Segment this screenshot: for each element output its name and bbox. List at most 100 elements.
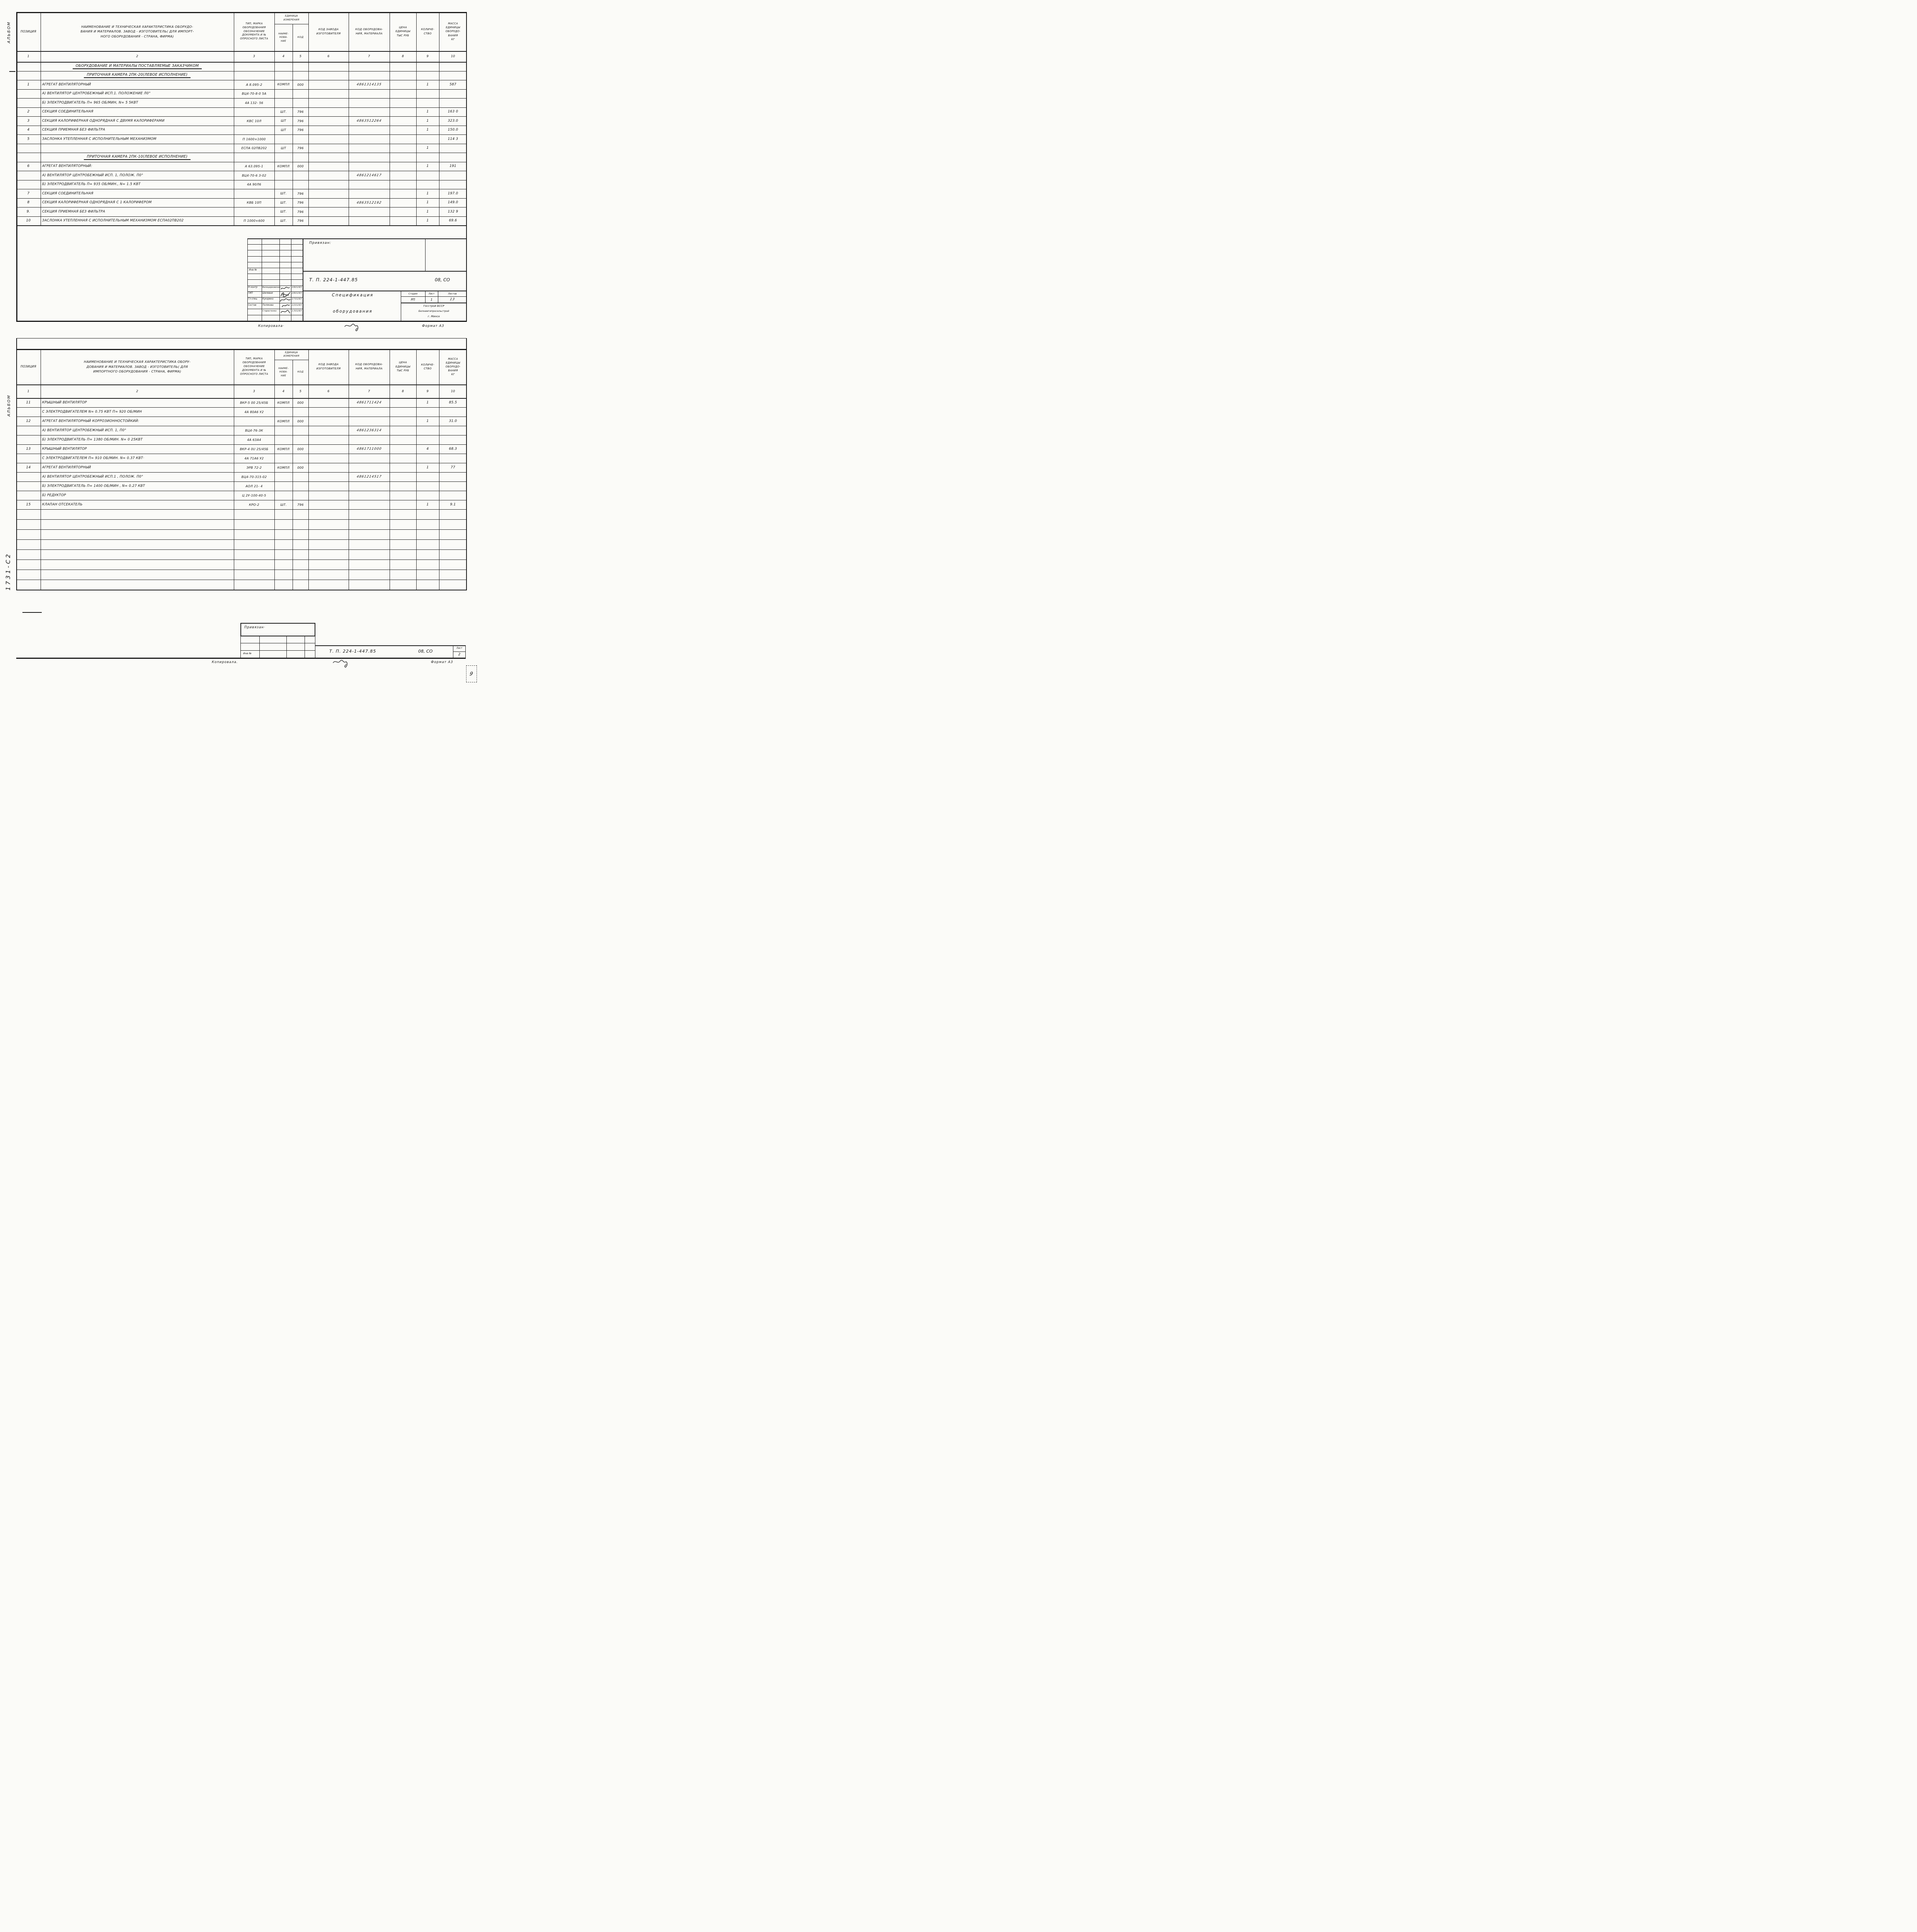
cell-name: Заслонка утепленная с исполнительным мех… bbox=[42, 137, 157, 141]
cell-unit-name: шт. bbox=[280, 110, 287, 114]
cell-equip-code: 4861711000 bbox=[356, 447, 382, 451]
margin-tick bbox=[9, 71, 15, 72]
cell-unit-code: 000 bbox=[297, 82, 304, 87]
cell-unit-code: 796 bbox=[297, 209, 304, 214]
grid-line bbox=[16, 116, 467, 117]
cell-mass: 132 9 bbox=[448, 209, 458, 214]
grid-line bbox=[16, 134, 467, 135]
header-col-name-line: Наименование и техническая характеристик… bbox=[84, 360, 191, 364]
header-col-mass: Масса единицы оборудо-вания кг bbox=[439, 12, 467, 51]
column-number: 1 bbox=[16, 384, 41, 398]
numbers-bottom-line bbox=[16, 398, 467, 399]
sig-date: 280285 bbox=[291, 286, 303, 289]
cell-type-mark: ВЦ4-70-8-0 5А bbox=[242, 92, 267, 96]
column-number: 1 bbox=[16, 51, 41, 62]
cell-mass: 197.0 bbox=[448, 191, 458, 196]
grid-line bbox=[16, 407, 467, 408]
table-row: 12 Агрегат вентиляторный коррозионностойк… bbox=[16, 417, 467, 426]
cell-unit-name: шт. bbox=[280, 192, 287, 196]
header-col-type-line: Тип, марка bbox=[245, 22, 263, 25]
cell-type-mark: АОЛ 21- 4 bbox=[245, 484, 263, 488]
titleblock-grid bbox=[401, 296, 467, 297]
header-col-factory-code: Код завода изготовителя bbox=[308, 12, 349, 51]
cell-unit-name: компл bbox=[277, 466, 290, 469]
header-unit-name-line: ние bbox=[281, 39, 286, 43]
column-number-line: 9 bbox=[426, 54, 429, 58]
scanned-specification-document: { "doc": { "album_label_1": "Альбом", "a… bbox=[0, 0, 479, 685]
cell-unit-code: 796 bbox=[297, 219, 304, 223]
cell-type-mark: ВЦ4-70-6 3-02 bbox=[242, 173, 267, 177]
cell-name: Секция приемная без фильтра bbox=[42, 209, 106, 214]
signature bbox=[280, 298, 291, 302]
titleblock-line bbox=[303, 271, 467, 272]
column-number: 2 bbox=[41, 51, 234, 62]
frame-bottom bbox=[16, 658, 466, 659]
column-number: 5 bbox=[293, 384, 308, 398]
cell-mass: 85.5 bbox=[449, 401, 457, 405]
header-unit-name: Наиме-нова-ние bbox=[274, 24, 293, 51]
column-number-line: 1 bbox=[27, 389, 30, 393]
sig-role: ГИП bbox=[248, 292, 253, 294]
column-line bbox=[274, 12, 275, 225]
column-number-line: 2 bbox=[136, 54, 138, 58]
sig-name: Полякова bbox=[262, 304, 274, 306]
cell-unit-code: 000 bbox=[297, 419, 304, 423]
column-line bbox=[308, 349, 309, 590]
org-code: 08, СО bbox=[435, 277, 450, 282]
cell-name: б) Электродвигатель п= 1400 об/мин , N= … bbox=[42, 484, 145, 488]
header-col-equip-code-line: ния, материала bbox=[356, 31, 383, 35]
header-col-type-line: Обозначение bbox=[243, 29, 265, 33]
copyist-signature bbox=[333, 660, 347, 668]
document-code: Т. П. 224-1-447.85 bbox=[329, 649, 376, 654]
header-col-mass-line: Масса bbox=[448, 22, 458, 26]
sig-date: 270285 bbox=[291, 298, 303, 300]
sheet-number: 2 bbox=[458, 653, 461, 656]
cell-unit-code: 796 bbox=[297, 119, 304, 123]
privyazan-label: Привязан: bbox=[309, 241, 332, 245]
header-col-type-line: оборудования bbox=[242, 26, 266, 29]
table-row: 5 Заслонка утепленная с исполнительным ме… bbox=[16, 134, 467, 144]
column-number: 8 bbox=[390, 384, 416, 398]
section-title: Приточная камера 2ПК-10(левое исполнение… bbox=[41, 153, 234, 162]
cell-qty: 1 bbox=[426, 419, 429, 423]
sig-name: Кукарека bbox=[262, 298, 274, 300]
header-col-price-line: Цена bbox=[399, 361, 407, 364]
titleblock-grid bbox=[240, 636, 241, 658]
cell-position: 13 bbox=[26, 447, 31, 451]
empty-row-line bbox=[16, 549, 467, 550]
column-number-line: 3 bbox=[253, 54, 255, 58]
grid-line bbox=[16, 98, 467, 99]
header-col-price-line: тыс руб bbox=[397, 369, 409, 372]
cell-position: 2 bbox=[27, 110, 30, 114]
cell-type-mark: ВЦ4-76-3К bbox=[245, 429, 263, 432]
cell-name: а) Вентилятор центробежный исп.1 , полож… bbox=[42, 475, 143, 479]
column-line bbox=[416, 349, 417, 590]
header-col-name-line: импортного оборудования - страна, фирма) bbox=[93, 369, 181, 374]
titleblock-grid bbox=[247, 256, 303, 257]
cell-position: 11 bbox=[26, 401, 31, 405]
document-title-line2: оборудования bbox=[333, 309, 373, 314]
cell-unit-name: шт bbox=[281, 128, 286, 132]
cell-position: 3 bbox=[27, 119, 30, 123]
grid-line bbox=[16, 444, 467, 445]
margin-album-label-1: Альбом bbox=[7, 21, 11, 43]
header-bottom-line bbox=[16, 51, 467, 52]
cell-name: Секция калориферная однорядная с двумя к… bbox=[42, 119, 165, 123]
header-col-type-line: опросного листа bbox=[240, 372, 268, 376]
table-row: 11 Крышный вентилятор ВКР-5 00 25/45Б компл… bbox=[16, 398, 467, 407]
frame-bottom bbox=[16, 321, 467, 322]
table-row: с электродвигателем N= 0.75 кВт п= 920 о… bbox=[16, 407, 467, 417]
document-code: Т. П. 224-1-447.85 bbox=[309, 277, 358, 282]
frame-top bbox=[16, 349, 467, 350]
header-col-type: Тип, марка оборудования Обозначение докумен… bbox=[234, 12, 274, 51]
sheets-total: 13 bbox=[449, 298, 455, 301]
column-number-line: 2 bbox=[136, 389, 138, 393]
margin-tick bbox=[22, 612, 42, 613]
column-number-line: 10 bbox=[451, 54, 455, 58]
cell-unit-code: 796 bbox=[297, 201, 304, 205]
cell-qty: 1 bbox=[426, 110, 429, 114]
header-col-name-line: Наименование и техническая характеристик… bbox=[81, 24, 193, 29]
signature bbox=[281, 287, 290, 289]
table-row: а) Вентилятор центробежный исп.1. положе… bbox=[16, 89, 467, 99]
cell-equip-code: 4861314135 bbox=[356, 82, 382, 87]
